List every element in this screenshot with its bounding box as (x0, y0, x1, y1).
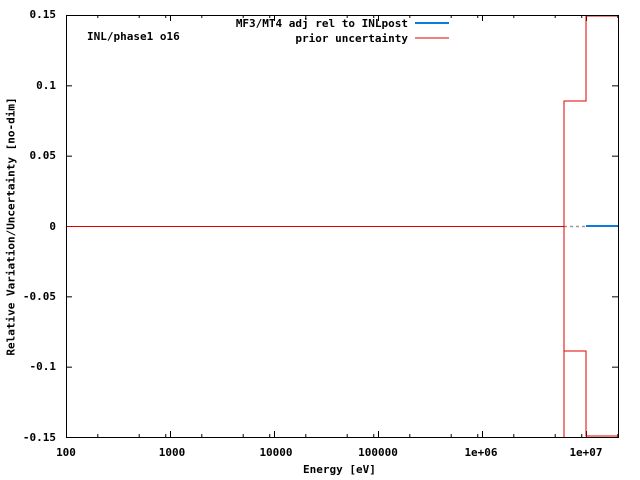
x-tick-label: 1e+07 (569, 446, 603, 459)
x-tick-label: 1000 (158, 446, 186, 459)
x-tick-label: 10000 (259, 446, 293, 459)
x-tick-label: 100000 (358, 446, 398, 459)
plot-annotation: INL/phase1 o16 (87, 30, 180, 43)
legend-label-prior: prior uncertainty (295, 32, 408, 45)
legend-label-adj: MF3/MT4 adj rel to INLpost (235, 17, 408, 30)
x-tick-label: 1e+06 (464, 446, 498, 459)
y-tick-label: -0.1 (29, 360, 57, 373)
x-axis-label: Energy [eV] (303, 463, 376, 476)
y-axis-label: Relative Variation/Uncertainty [no-dim] (4, 97, 18, 356)
y-tick-label: 0.1 (36, 79, 56, 92)
y-tick-label: -0.15 (22, 431, 56, 444)
y-tick-label: 0 (49, 220, 56, 233)
y-tick-label: 0.15 (29, 8, 57, 21)
y-tick-label: -0.05 (22, 290, 56, 303)
y-tick-label: 0.05 (29, 149, 57, 162)
prior-uncertainty-lower-step (563, 226, 618, 437)
x-tick-label: 100 (56, 446, 76, 459)
plot-frame (66, 15, 619, 438)
